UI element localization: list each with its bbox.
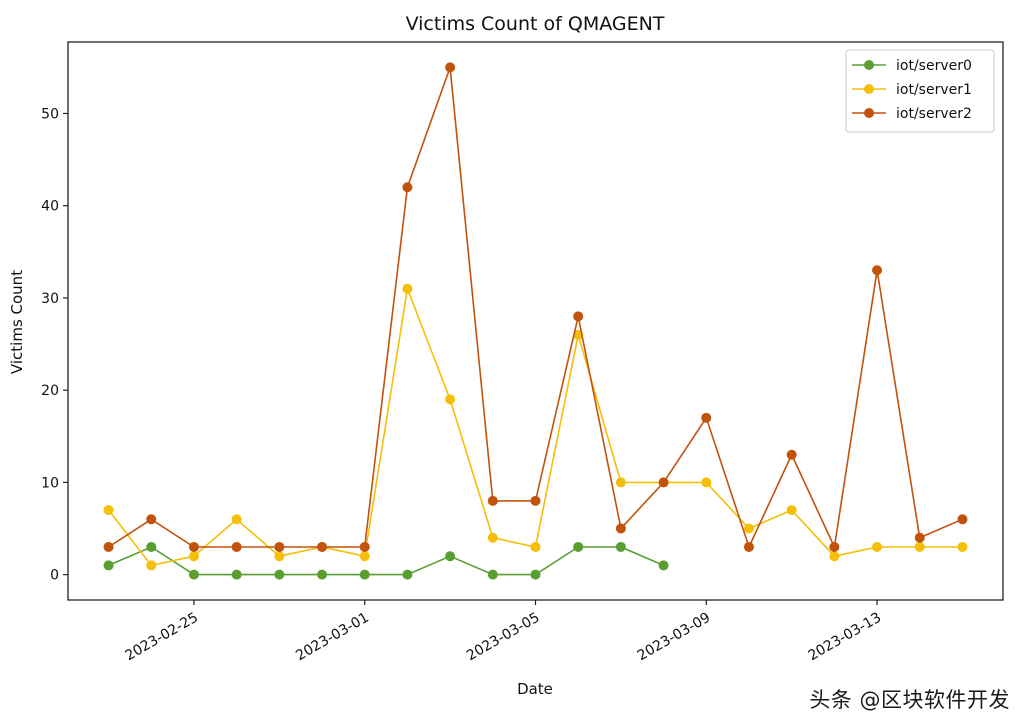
data-point xyxy=(146,560,157,571)
legend-box xyxy=(845,49,995,133)
data-point xyxy=(445,394,456,405)
data-point xyxy=(445,62,456,73)
data-point xyxy=(359,551,370,562)
data-point xyxy=(317,569,328,580)
data-point xyxy=(402,569,413,580)
legend-marker xyxy=(864,108,874,118)
y-tick-label: 10 xyxy=(41,475,59,491)
data-point xyxy=(573,541,584,552)
data-point xyxy=(786,449,797,460)
data-point xyxy=(658,477,669,488)
x-tick-label: 2023-03-13 xyxy=(806,610,884,665)
data-point xyxy=(701,412,712,423)
data-point xyxy=(188,551,199,562)
data-point xyxy=(487,495,498,506)
data-point xyxy=(402,182,413,193)
data-point xyxy=(701,477,712,488)
x-axis-label: Date xyxy=(517,680,553,698)
data-point xyxy=(957,514,968,525)
data-point xyxy=(872,541,883,552)
data-point xyxy=(146,541,157,552)
data-point xyxy=(317,541,328,552)
data-point xyxy=(786,505,797,516)
y-tick-label: 30 xyxy=(41,291,59,307)
data-point xyxy=(188,541,199,552)
legend-marker xyxy=(864,84,874,94)
data-point xyxy=(872,265,883,276)
data-point xyxy=(743,523,754,534)
x-tick-label: 2023-02-25 xyxy=(122,610,200,665)
data-point xyxy=(615,477,626,488)
watermark: 头条 @区块软件开发 xyxy=(809,688,1010,712)
data-point xyxy=(359,569,370,580)
x-tick-label: 2023-03-01 xyxy=(293,610,371,665)
data-point xyxy=(103,541,114,552)
data-point xyxy=(402,283,413,294)
data-point xyxy=(231,569,242,580)
data-point xyxy=(445,551,456,562)
data-point xyxy=(615,541,626,552)
series-iot-server0 xyxy=(103,541,669,580)
series-line xyxy=(108,546,664,576)
data-point xyxy=(530,541,541,552)
data-point xyxy=(530,569,541,580)
data-point xyxy=(615,523,626,534)
data-point xyxy=(829,551,840,562)
data-point xyxy=(274,541,285,552)
data-point xyxy=(103,505,114,516)
data-point xyxy=(231,541,242,552)
data-point xyxy=(487,569,498,580)
data-point xyxy=(530,495,541,506)
data-point xyxy=(487,532,498,543)
data-point xyxy=(914,532,925,543)
data-point xyxy=(274,551,285,562)
data-point xyxy=(957,541,968,552)
data-point xyxy=(573,311,584,322)
data-point xyxy=(231,514,242,525)
y-tick-label: 50 xyxy=(41,106,59,122)
legend: iot/server0 iot/server1 iot/server2 xyxy=(845,49,995,133)
legend-label: iot/server2 xyxy=(896,106,972,122)
data-point xyxy=(743,541,754,552)
data-point xyxy=(188,569,199,580)
x-tick-label: 2023-03-05 xyxy=(464,610,542,665)
y-tick-label: 20 xyxy=(41,383,59,399)
data-point xyxy=(658,560,669,571)
data-point xyxy=(359,541,370,552)
data-point xyxy=(914,541,925,552)
data-point xyxy=(274,569,285,580)
data-point xyxy=(146,514,157,525)
x-tick-label: 2023-03-09 xyxy=(635,610,713,665)
data-point xyxy=(829,541,840,552)
y-tick-label: 0 xyxy=(50,568,59,584)
y-axis-label: Victims Count xyxy=(8,270,26,374)
chart-title: Victims Count of QMAGENT xyxy=(406,13,665,35)
y-tick-label: 40 xyxy=(41,199,59,215)
legend-marker xyxy=(864,60,874,70)
legend-label: iot/server0 xyxy=(896,58,972,74)
plot-area xyxy=(67,41,1004,601)
legend-label: iot/server1 xyxy=(896,82,972,98)
series-iot-server2 xyxy=(103,62,968,552)
data-point xyxy=(103,560,114,571)
